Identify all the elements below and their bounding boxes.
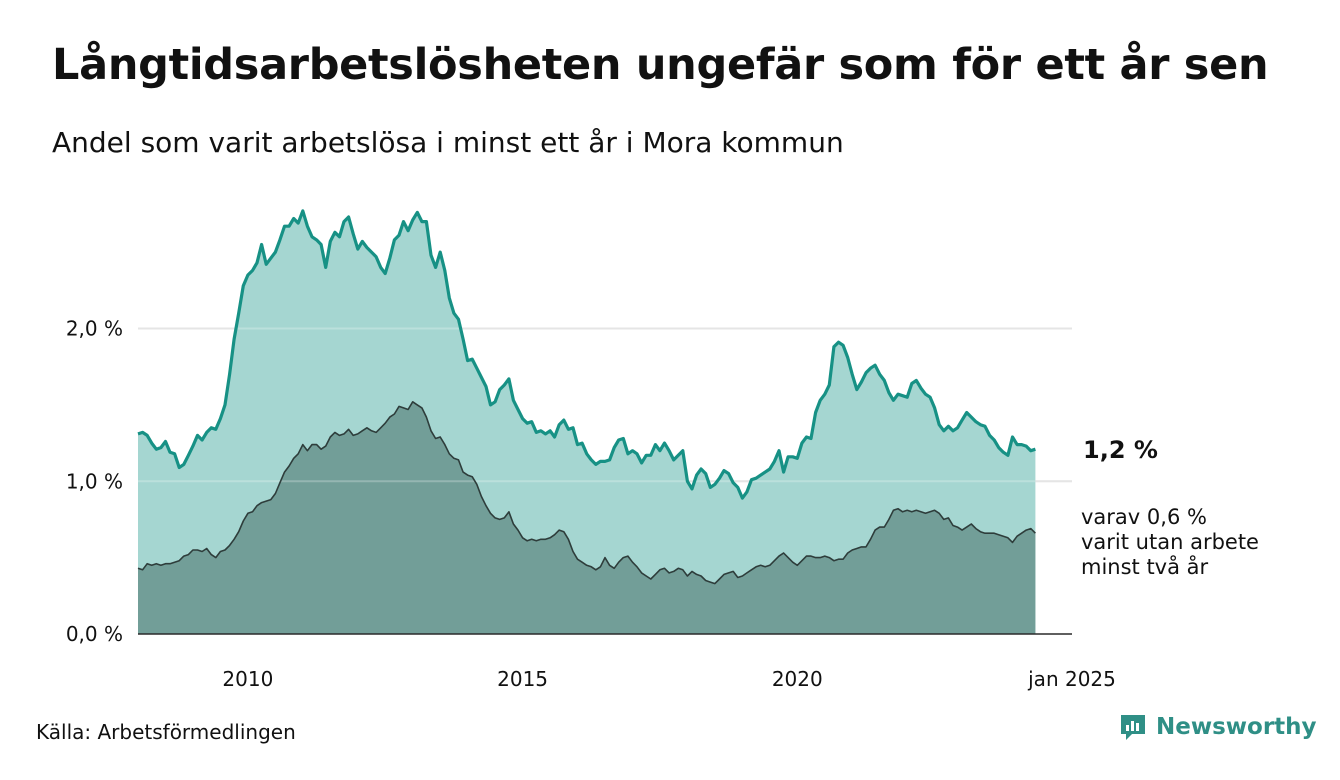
series-lines (137, 209, 1036, 585)
line-minst-ett-ar (137, 209, 1036, 500)
chart-subtitle: Andel som varit arbetslösa i minst ett å… (52, 126, 844, 159)
end-value-label: 1,2 % (1083, 436, 1158, 464)
gridline-overlay (138, 327, 1072, 483)
y-axis-ticks: 0,0 % 1,0 % 2,0 % (66, 317, 123, 647)
chart-title: Långtidsarbetslösheten ungefär som för e… (52, 40, 1269, 90)
y-tick-label-0: 0,0 % (66, 622, 123, 646)
note-line-3: minst två år (1081, 554, 1209, 579)
x-tick-label-3: jan 2025 (1027, 667, 1116, 691)
x-axis-ticks: 2010 2015 2020 jan 2025 (222, 667, 1115, 691)
x-tick-label-0: 2010 (222, 667, 273, 691)
y-tick-label-2: 2,0 % (66, 317, 123, 341)
x-tick-label-1: 2015 (497, 667, 548, 691)
note-line-1: varav 0,6 % (1081, 505, 1207, 529)
line-minst-tva-ar (137, 401, 1036, 585)
newsworthy-logo-icon (1121, 715, 1145, 740)
source-note: Källa: Arbetsförmedlingen (36, 720, 296, 744)
area-chart: 0,0 % 1,0 % 2,0 % 2010 2015 2020 jan 2025 1,2… (66, 209, 1266, 691)
series-areas (138, 210, 1036, 634)
note-line-2: varit utan arbete (1081, 530, 1259, 554)
brand-name: Newsworthy (1156, 714, 1317, 740)
brand-logo[interactable]: Newsworthy (1118, 712, 1317, 742)
x-tick-label-2: 2020 (772, 667, 823, 691)
area-minst-tva-ar (138, 401, 1036, 634)
y-tick-label-1: 1,0 % (66, 469, 123, 493)
two-year-note: varav 0,6 % varit utan arbete minst två … (1081, 505, 1266, 579)
